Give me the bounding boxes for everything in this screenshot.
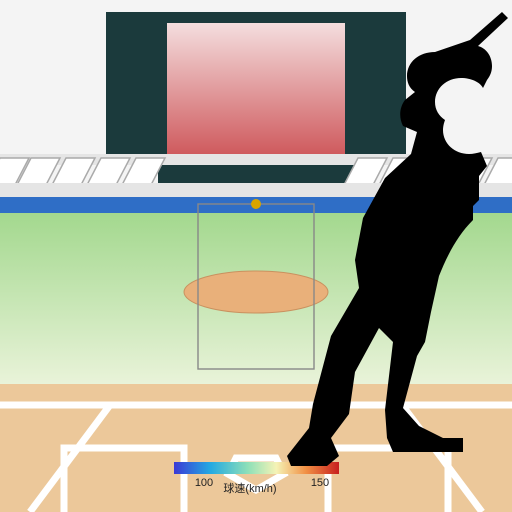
legend-label: 球速(km/h) <box>223 481 276 495</box>
scoreboard-screen <box>167 23 345 154</box>
pitch-dot <box>251 199 261 209</box>
legend-tick: 150 <box>311 477 329 489</box>
legend-tick: 100 <box>195 477 213 489</box>
pitchers-mound <box>184 271 328 313</box>
pitch-diagram: 100 150 球速(km/h) <box>0 0 512 512</box>
